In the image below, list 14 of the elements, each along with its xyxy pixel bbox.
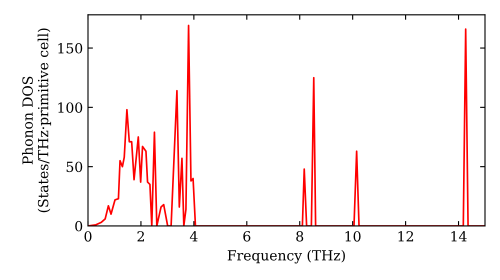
x-axis-title: Frequency (THz) (228, 250, 345, 264)
x-tick-label: 8 (296, 231, 304, 242)
x-tick-label: 6 (243, 231, 250, 242)
x-tick-label: 14 (451, 231, 467, 242)
x-tick-label: 10 (346, 231, 361, 242)
y-tick-label: 0 (75, 220, 82, 232)
x-tick-label: 0 (84, 231, 92, 242)
y-tick-label: 100 (58, 102, 82, 113)
x-tick-label: 2 (137, 231, 144, 242)
y-axis-title: Phonon DOS (States/THz·primitive cell) (22, 28, 52, 212)
x-tick-label: 12 (398, 231, 414, 242)
y-tick-label: 50 (66, 162, 82, 172)
x-tick-label: 4 (190, 231, 198, 242)
y-tick-label: 150 (58, 43, 82, 54)
